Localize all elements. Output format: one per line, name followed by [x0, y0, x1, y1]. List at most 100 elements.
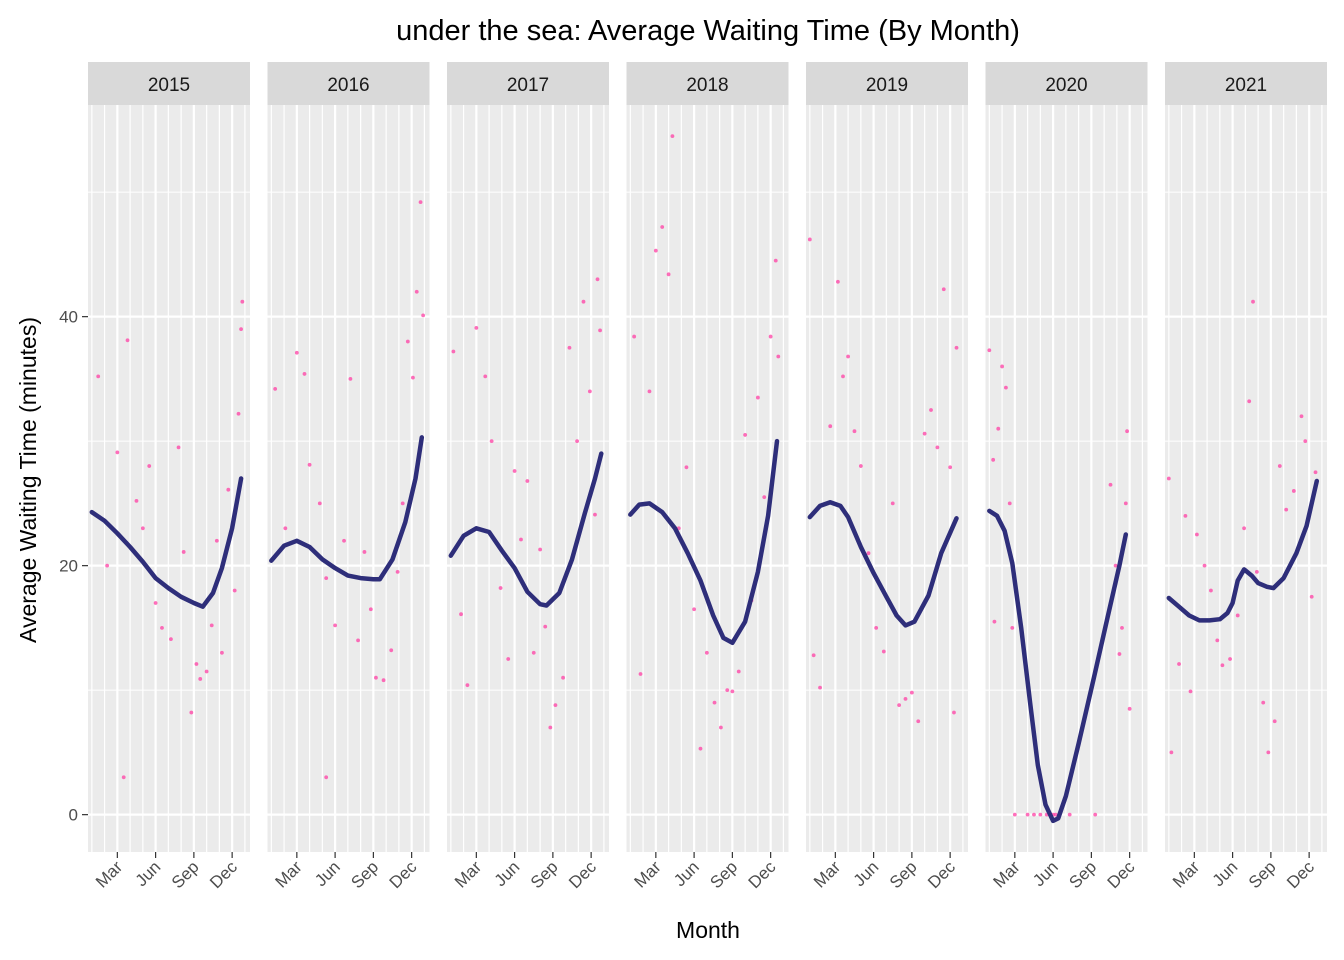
data-point — [916, 719, 921, 724]
x-tick-label: Sep — [347, 857, 382, 892]
data-point — [1254, 569, 1259, 574]
data-point — [776, 354, 781, 359]
data-point — [239, 327, 243, 331]
data-point — [670, 134, 675, 139]
data-point — [226, 487, 231, 492]
data-point — [273, 386, 278, 391]
facet-strip — [267, 62, 430, 105]
facet-strip-label: 2018 — [686, 75, 728, 96]
data-point — [1113, 563, 1118, 568]
data-point — [348, 377, 353, 381]
data-point — [1120, 626, 1124, 630]
data-point — [405, 339, 410, 344]
data-point — [189, 710, 194, 715]
y-axis-label: Average Waiting Time (minutes) — [15, 317, 41, 643]
smooth-trend-line — [628, 438, 780, 646]
facet-panel-2018: 2018 Mar Jun Sep Dec — [626, 62, 789, 892]
data-point — [342, 538, 346, 543]
data-point — [1188, 689, 1193, 694]
data-point — [1177, 662, 1181, 666]
data-point — [1251, 299, 1255, 304]
data-point — [858, 464, 863, 468]
data-point — [125, 338, 130, 343]
data-point — [176, 445, 181, 450]
data-point — [531, 650, 536, 655]
x-tick-label: Dec — [206, 857, 241, 892]
smooth-trend-line — [448, 451, 604, 608]
data-point — [1125, 429, 1129, 434]
data-point — [991, 457, 996, 462]
x-tick-label: Jun — [132, 857, 165, 890]
x-tick-label: Mar — [451, 857, 485, 891]
x-tick-label: Sep — [168, 857, 203, 892]
data-point — [846, 354, 850, 359]
data-point — [1242, 526, 1246, 531]
data-point — [421, 313, 426, 318]
data-point — [561, 675, 565, 680]
data-point — [1169, 750, 1174, 755]
data-point — [236, 411, 241, 416]
data-point — [209, 623, 214, 628]
data-point — [593, 512, 597, 517]
x-tick-label: Mar — [631, 857, 665, 891]
data-point — [214, 538, 219, 543]
data-point — [1220, 663, 1225, 668]
y-tick-label: 40 — [59, 308, 78, 327]
x-tick-label: Sep — [886, 857, 921, 892]
facet-strip — [626, 62, 789, 105]
data-point — [220, 650, 224, 655]
data-point — [1000, 364, 1004, 369]
facet-panel-2017: 2017 Mar Jun Sep Dec — [447, 62, 609, 892]
panel-background — [985, 105, 1148, 852]
data-point — [389, 648, 394, 653]
data-point — [897, 703, 902, 707]
data-point — [698, 746, 703, 751]
smooth-trend-line — [807, 499, 959, 628]
data-point — [841, 374, 845, 379]
data-point — [1025, 812, 1030, 817]
data-point — [684, 465, 689, 470]
data-point — [140, 526, 145, 531]
data-point — [1010, 626, 1015, 630]
data-point — [240, 299, 245, 304]
data-point — [1299, 414, 1304, 419]
data-point — [1032, 812, 1036, 817]
x-tick-label: Mar — [272, 857, 306, 891]
data-point — [909, 690, 914, 695]
data-point — [581, 299, 586, 304]
data-point — [948, 465, 953, 470]
facet-panel-2015: 2015 Mar Jun Sep Dec — [88, 62, 250, 892]
data-point — [762, 495, 767, 500]
data-point — [567, 345, 572, 350]
x-tick-label: Jun — [491, 857, 524, 890]
data-point — [324, 775, 329, 780]
panel-background — [626, 105, 789, 852]
x-tick-label: Mar — [92, 857, 126, 891]
y-tick-label: 0 — [69, 806, 78, 825]
data-point — [595, 277, 600, 282]
data-point — [294, 350, 299, 355]
panel-background — [447, 105, 609, 852]
data-point — [768, 334, 773, 339]
data-point — [1202, 563, 1207, 568]
x-tick-label: Jun — [850, 857, 883, 890]
data-point — [1284, 507, 1289, 512]
data-point — [1123, 501, 1128, 506]
data-point — [1127, 706, 1132, 711]
data-point — [356, 638, 360, 643]
data-point — [1272, 719, 1277, 724]
facet-panel-2016: 2016 Mar Jun Sep Dec — [267, 62, 430, 892]
data-point — [835, 279, 840, 284]
data-point — [952, 710, 956, 715]
x-tick-label: Dec — [1104, 857, 1139, 892]
data-point — [1183, 513, 1188, 518]
data-point — [489, 439, 494, 444]
facet-strip-label: 2015 — [148, 75, 190, 96]
facet-panel-2020: 2020 Mar Jun Sep Dec — [985, 62, 1148, 892]
data-point — [1004, 385, 1008, 390]
data-point — [169, 637, 173, 642]
data-point — [374, 675, 378, 680]
data-point — [1093, 812, 1098, 817]
facet-strip-label: 2020 — [1045, 75, 1087, 96]
